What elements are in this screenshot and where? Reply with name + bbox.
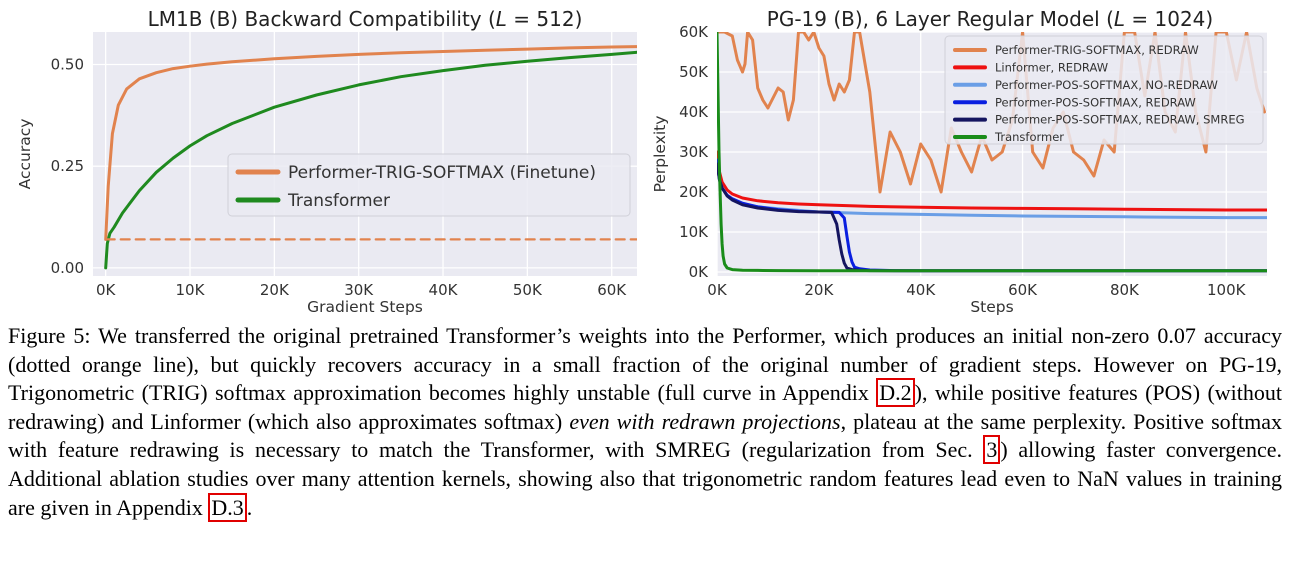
x-tick-label: 80K (1110, 281, 1140, 299)
x-tick-label: 40K (429, 281, 459, 299)
x-tick-label: 0K (96, 281, 117, 299)
legend-box (227, 153, 631, 217)
x-tick-label: 60K (1008, 281, 1038, 299)
y-tick-label: 50K (679, 63, 709, 81)
x-tick-label: 20K (260, 281, 290, 299)
y-tick-label: 0.25 (51, 157, 84, 175)
chart-title: LM1B (B) Backward Compatibility (L = 512… (148, 7, 583, 31)
y-tick-label: 10K (679, 223, 709, 241)
caption-label: Figure 5: (8, 323, 91, 348)
caption-text-4: ) allowing faster convergence. Additiona… (8, 437, 1282, 520)
legend-label: Performer-TRIG-SOFTMAX (Finetune) (288, 163, 596, 183)
section-3-link[interactable]: 3 (983, 435, 1001, 465)
y-tick-label: 20K (679, 183, 709, 201)
x-tick-label: 100K (1207, 281, 1247, 299)
x-axis-label: Steps (970, 298, 1013, 316)
chart-pg19: 0K 20K 40K 60K 80K 100K0K10K20K30K40K50K60KSt… (651, 7, 1267, 316)
caption-text-5: . (246, 494, 253, 520)
figure-caption: Figure 5: We transferred the original pr… (8, 322, 1282, 522)
appendix-d3-link[interactable]: D.3 (208, 492, 247, 522)
legend: Performer-TRIG-SOFTMAX, REDRAW Linformer,… (944, 35, 1264, 145)
x-tick-label: 10K (176, 281, 206, 299)
legend-label: Performer-TRIG-SOFTMAX, REDRAW (995, 43, 1199, 57)
x-tick-label: 50K (513, 281, 543, 299)
legend-label: Linformer, REDRAW (995, 61, 1108, 75)
y-tick-label: 0.50 (51, 56, 84, 74)
series-group (104, 45, 637, 270)
legend-label: Performer-POS-SOFTMAX, REDRAW (995, 95, 1196, 109)
series-line-transformer (717, 32, 1267, 273)
y-tick-label: 60K (679, 23, 709, 41)
legend-box (944, 35, 1264, 145)
y-tick-label: 30K (679, 143, 709, 161)
series-line-linformer-redraw (717, 150, 1267, 212)
series-line-transformer (104, 50, 637, 270)
series-line-performer-trig-softmax-finetune- (104, 45, 637, 241)
x-tick-label: 30K (344, 281, 374, 299)
x-tick-label: 20K (804, 281, 834, 299)
y-tick-label: 0.00 (51, 259, 84, 277)
caption-text-3: , plateau at the same perplexity. Positi… (8, 408, 1282, 463)
legend-label: Transformer (287, 191, 390, 211)
appendix-d2-link[interactable]: D.2 (876, 378, 915, 408)
y-axis-label: Accuracy (16, 119, 34, 190)
caption-text-2: ), while positive features (POS) (withou… (8, 380, 1282, 434)
x-tick-label: 40K (906, 281, 936, 299)
y-tick-label: 40K (679, 103, 709, 121)
x-tick-label: 0K (707, 281, 728, 299)
caption-emphasis: even with redrawn projections (569, 408, 841, 434)
chart-lm1b: 0K 10K 20K 30K 40K 50K 60K 0.00 0.25 0.50 Gradient… (16, 7, 637, 316)
caption-text-1: We transferred the original pretrained T… (8, 323, 1282, 406)
legend: Performer-TRIG-SOFTMAX (Finetune) Transfo… (227, 153, 631, 217)
y-tick-label: 0K (689, 263, 710, 281)
x-tick-label: 60K (597, 281, 627, 299)
legend-label: Performer-POS-SOFTMAX, REDRAW, SMREG (995, 113, 1245, 127)
legend-label: Transformer (994, 130, 1064, 144)
y-axis-label: Perplexity (651, 116, 669, 193)
x-axis-label: Gradient Steps (307, 298, 423, 316)
chart-title: PG-19 (B), 6 Layer Regular Model (L = 10… (767, 7, 1213, 31)
legend-label: Performer-POS-SOFTMAX, NO-REDRAW (995, 78, 1218, 92)
